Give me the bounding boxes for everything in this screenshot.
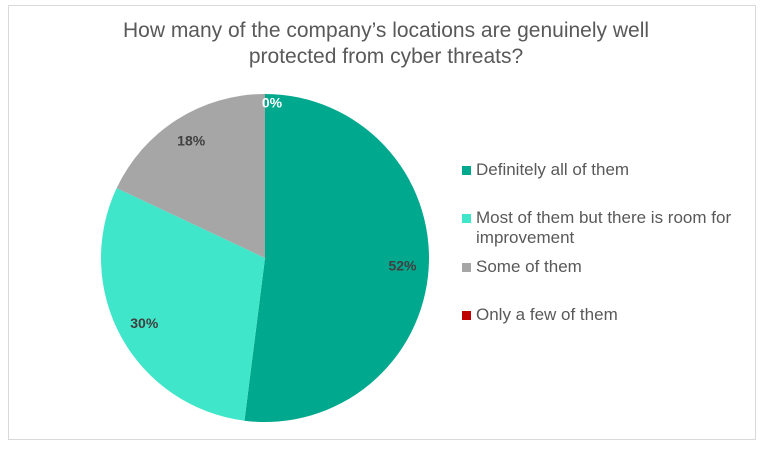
pie-slice — [100, 188, 265, 421]
chart-title: How many of the company’s locations are … — [122, 19, 650, 68]
data-label: 30% — [130, 315, 159, 331]
legend-label: Most of them but there is room for impro… — [476, 208, 732, 247]
legend-item: Only a few of them — [462, 305, 761, 325]
pie-slice — [116, 94, 265, 258]
data-label: 18% — [177, 132, 206, 148]
legend-label: Only a few of them — [476, 305, 618, 324]
legend-item: Definitely all of them — [462, 160, 761, 180]
legend-item: Some of them — [462, 257, 761, 277]
chart-frame — [8, 5, 756, 440]
legend-label: Some of them — [476, 257, 582, 276]
data-label: 52% — [388, 257, 417, 273]
data-label: 0% — [262, 95, 283, 111]
legend-swatch — [462, 263, 471, 272]
legend-item: Most of them but there is room for impro… — [462, 208, 761, 248]
legend-swatch — [462, 214, 471, 223]
legend-label: Definitely all of them — [476, 160, 630, 179]
pie-slice — [244, 94, 429, 422]
legend-swatch — [462, 311, 471, 320]
legend-swatch — [462, 166, 471, 175]
